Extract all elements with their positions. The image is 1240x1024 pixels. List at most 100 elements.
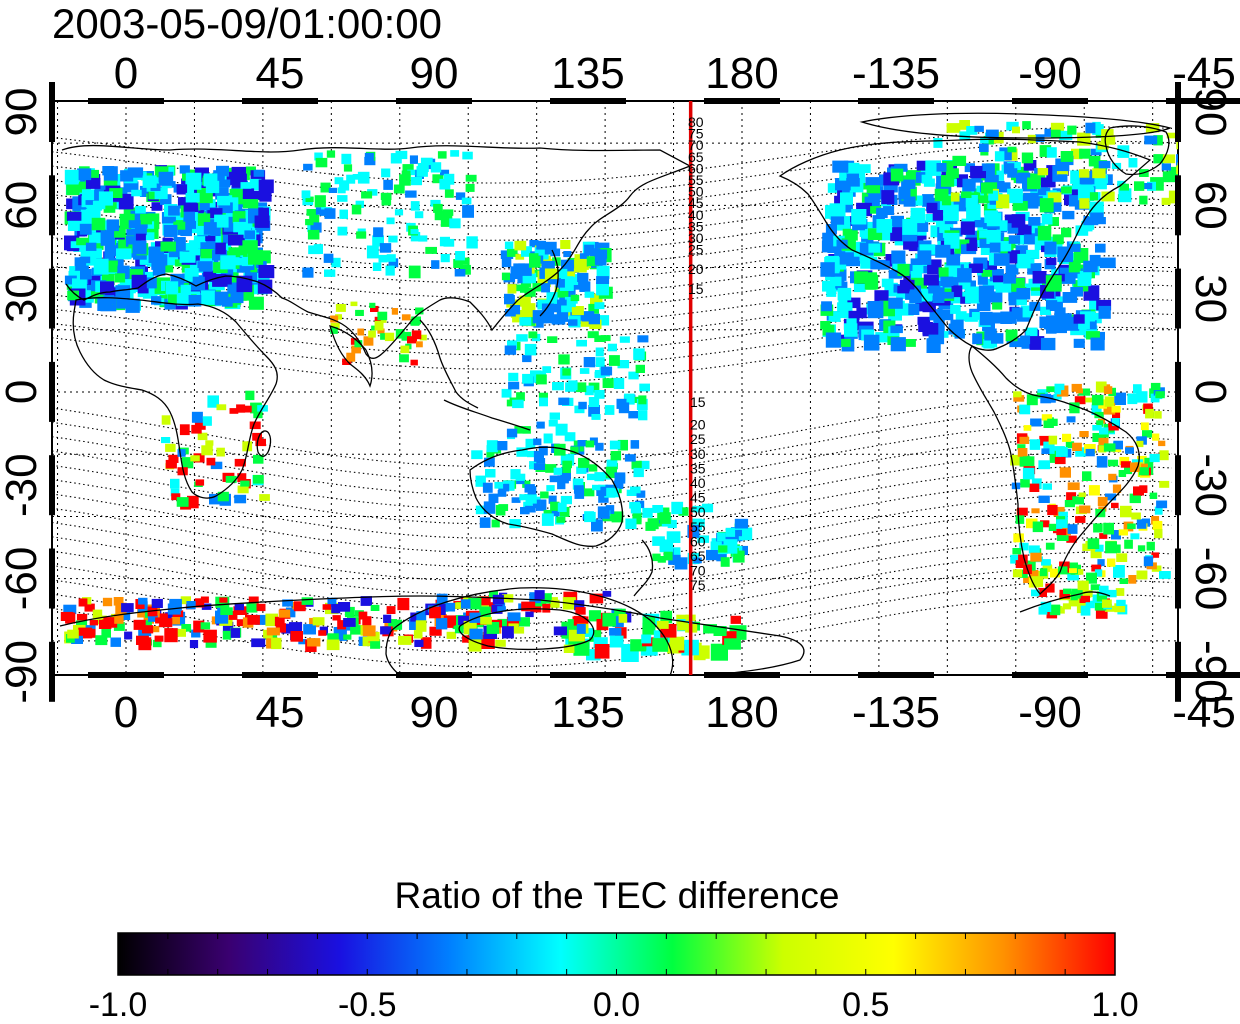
tec-patch <box>979 238 993 248</box>
tec-patch <box>925 214 937 223</box>
tec-patch <box>974 125 984 132</box>
tec-patch <box>594 644 610 659</box>
tec-patch <box>195 479 205 486</box>
tec-patch <box>528 331 538 339</box>
tec-patch <box>75 262 87 271</box>
tec-patch <box>1077 186 1092 201</box>
tec-patch <box>498 483 510 492</box>
tec-patch <box>330 315 339 323</box>
tec-patch <box>115 602 127 615</box>
tec-patch <box>342 358 352 365</box>
tec-patch <box>171 617 180 625</box>
tec-patch <box>1112 411 1121 418</box>
tec-patch <box>912 265 924 273</box>
tec-patch <box>574 254 585 264</box>
tec-patch <box>377 328 385 334</box>
tec-patch <box>76 613 88 621</box>
lat-label-left: -90 <box>0 640 46 704</box>
tec-patch <box>656 620 669 629</box>
tec-patch <box>574 405 585 414</box>
contour-label-south: 70 <box>690 563 706 579</box>
tec-patch <box>416 166 428 177</box>
tec-patch <box>210 461 223 470</box>
tec-patch <box>303 163 313 171</box>
tec-patch <box>1040 177 1056 188</box>
tec-patch <box>1118 188 1132 203</box>
tec-patch <box>940 276 954 286</box>
tec-patch <box>618 614 628 623</box>
frame-tick-bottom <box>242 672 318 678</box>
tec-patch <box>335 314 342 320</box>
tec-patch <box>1048 435 1058 445</box>
tec-patch <box>1023 160 1037 171</box>
tec-patch <box>995 281 1012 293</box>
tec-patch <box>444 189 454 198</box>
tec-patch <box>181 262 192 273</box>
tec-patch <box>984 174 999 187</box>
tec-patch <box>579 281 591 292</box>
tec-patch <box>85 177 101 189</box>
tec-patch <box>524 484 535 493</box>
tec-patch <box>102 273 115 285</box>
tec-patch <box>950 192 960 202</box>
tec-patch <box>131 274 147 290</box>
tec-patch <box>1037 225 1052 241</box>
tec-patch <box>217 274 232 285</box>
tec-patch <box>548 419 558 427</box>
tec-patch <box>401 331 412 341</box>
tec-patch <box>64 275 77 285</box>
tec-patch <box>914 220 929 232</box>
tec-patch <box>570 446 579 454</box>
tec-patch <box>998 182 1011 193</box>
tec-patch <box>1168 190 1178 204</box>
tec-patch <box>504 295 515 303</box>
lat-label-right: 90 <box>1186 88 1235 137</box>
tec-patch <box>677 621 688 631</box>
tec-patch <box>533 450 544 462</box>
tec-patch <box>966 126 978 135</box>
magnetic-contour <box>52 465 1173 539</box>
tec-patch <box>350 625 363 635</box>
tec-patch <box>393 184 405 194</box>
tec-patch <box>1021 283 1033 291</box>
tec-patch <box>890 168 904 182</box>
tec-patch <box>511 497 521 503</box>
tec-patch <box>983 339 995 349</box>
tec-patch <box>1125 447 1134 454</box>
tec-patch <box>1086 331 1100 340</box>
tec-patch <box>909 291 922 304</box>
tec-patch <box>479 606 491 618</box>
tec-patch <box>160 194 172 205</box>
tec-patch <box>149 626 160 633</box>
tec-patch <box>541 260 555 273</box>
tec-patch <box>596 265 610 279</box>
tec-patch <box>533 438 542 446</box>
tec-patch <box>642 616 656 630</box>
tec-patch <box>440 254 450 263</box>
tec-patch <box>1111 405 1121 413</box>
tec-patch <box>504 345 517 355</box>
tec-patch <box>460 257 470 265</box>
tec-patch <box>1085 448 1095 457</box>
tec-patch <box>314 152 323 161</box>
tec-patch <box>876 207 888 219</box>
tec-patch <box>584 244 595 256</box>
tec-patch <box>163 166 175 176</box>
frame-tick-left <box>49 548 55 609</box>
tec-patch <box>544 268 559 280</box>
tec-patch <box>1115 588 1125 596</box>
tec-patch <box>507 340 517 350</box>
tec-patch <box>176 292 190 306</box>
tec-patch <box>159 613 168 621</box>
tec-patch <box>482 482 493 493</box>
tec-patch <box>1120 505 1132 518</box>
frame-tick-marks <box>49 82 1240 702</box>
tec-patch <box>360 596 372 606</box>
tec-patch <box>532 310 547 324</box>
tec-patch <box>443 173 455 185</box>
tec-patch <box>917 265 930 274</box>
tec-patch <box>181 624 192 632</box>
tec-patch <box>1067 569 1079 581</box>
tec-patch <box>80 251 93 259</box>
tec-patch <box>534 590 545 600</box>
